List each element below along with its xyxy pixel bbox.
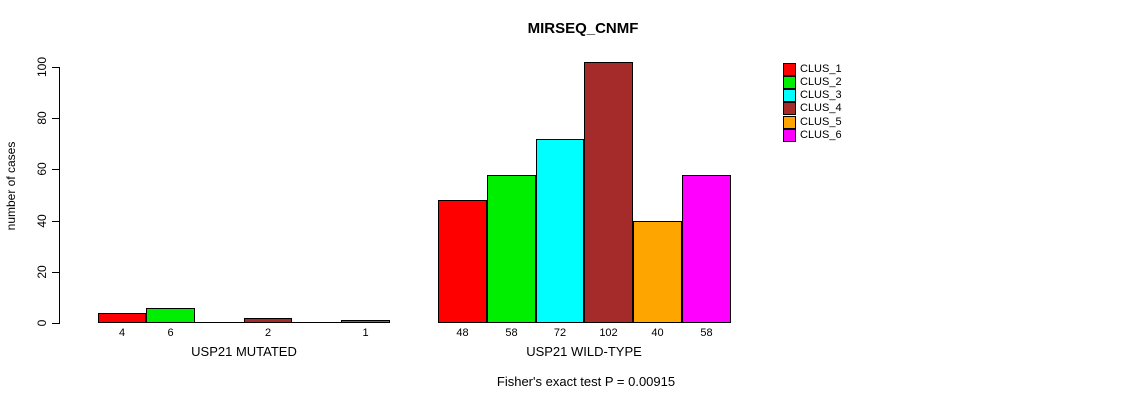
legend-swatch-clus-5 [783,116,796,129]
bar-value-label: 102 [599,327,618,339]
legend-swatch-clus-3 [783,89,796,102]
bar-clus-5-wildtype [633,221,682,323]
y-axis-tick [52,169,59,170]
y-axis-tick [52,67,59,68]
x-group-label-mutated: USP21 MUTATED [191,344,297,359]
legend-label-clus-3: CLUS_3 [800,89,842,101]
bar-value-label: 72 [553,327,567,339]
legend-label-clus-5: CLUS_5 [800,116,842,128]
bar-clus-1-wildtype [438,200,487,323]
legend-label-clus-4: CLUS_4 [800,102,842,114]
bar-clus-1-mutated [98,313,146,323]
bar-value-label: 6 [167,327,174,339]
chart-title: MIRSEQ_CNMF [527,20,639,37]
bar-clus-6-wildtype [682,175,731,323]
bar-clus-2-mutated [146,308,195,323]
bar-clus-2-wildtype [487,175,536,323]
y-axis-line [59,67,60,324]
bar-clus-4-wildtype [584,62,633,323]
x-group-label-wildtype: USP21 WILD-TYPE [526,344,642,359]
y-axis-tick [52,118,59,119]
bar-value-label: 40 [651,327,664,339]
legend-label-clus-2: CLUS_2 [800,76,842,88]
bar-clus-5-mutated-zero [292,322,341,323]
bar-clus-3-wildtype [536,139,584,323]
bar-clus-4-mutated [244,318,292,323]
legend-swatch-clus-4 [783,102,796,115]
fisher-test-note: Fisher's exact test P = 0.00915 [496,374,676,389]
bar-value-label: 2 [264,327,272,339]
legend-swatch-clus-1 [783,63,796,76]
legend-label-clus-6: CLUS_6 [800,129,842,141]
bar-value-label: 4 [118,327,126,339]
legend-swatch-clus-6 [783,129,796,142]
y-axis-tick [52,323,59,324]
bar-clus-6-mutated [341,320,390,323]
y-axis-tick [52,221,59,222]
y-axis-tick [52,272,59,273]
bar-clus-3-mutated-zero [195,322,244,323]
legend-swatch-clus-2 [783,76,796,89]
legend-label-clus-1: CLUS_1 [800,63,842,75]
bar-value-label: 58 [700,327,713,339]
bar-value-label: 48 [456,327,469,339]
bar-value-label: 1 [362,327,369,339]
bar-value-label: 58 [505,327,518,339]
